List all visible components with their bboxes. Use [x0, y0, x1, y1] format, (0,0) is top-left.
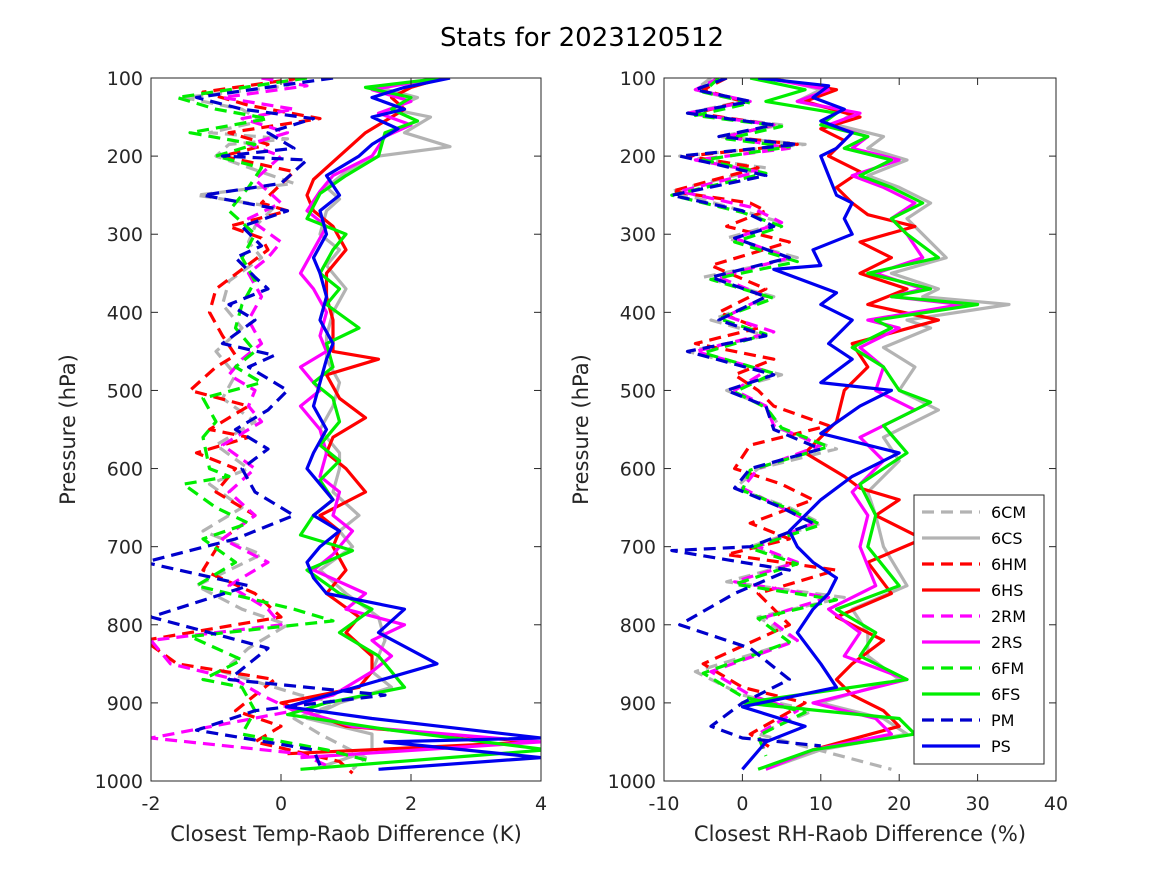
- rh-ylabel: Pressure (hPa): [569, 354, 593, 505]
- rh-xlabel: Closest RH-Raob Difference (%): [694, 822, 1026, 846]
- rh-ytick-label: 200: [620, 146, 656, 168]
- rh-ytick-label: 500: [620, 380, 656, 402]
- temp-series-pm: [151, 78, 387, 767]
- legend-label-2rs: 2RS: [991, 633, 1022, 652]
- legend-label-ps: PS: [991, 737, 1011, 756]
- rh-ytick-label: 100: [620, 68, 656, 90]
- rh-series-6hm: [670, 78, 839, 752]
- legend-label-6cm: 6CM: [991, 503, 1026, 522]
- rh-ytick-label: 800: [620, 615, 656, 637]
- rh-series-lines: [670, 78, 1011, 771]
- rh-series-6cs: [765, 78, 1011, 771]
- temp-ytick-label: 700: [107, 537, 143, 559]
- rh-series-6fm: [670, 78, 839, 757]
- temp-xtick-label: 4: [535, 793, 547, 815]
- temp-series-lines: [151, 78, 541, 775]
- temp-axes-box: [150, 77, 542, 782]
- legend-label-6hs: 6HS: [991, 581, 1023, 600]
- legend: 6CM 6CS 6HM 6HS 2RM 2RS 6FM 6FS PM PS: [913, 494, 1045, 765]
- legend-label-6hm: 6HM: [991, 555, 1027, 574]
- temp-series-6fs: [285, 78, 541, 771]
- temp-panel: -2 0 2 4 100 200 300 400 500 600 700 800 900 1000 Clos…: [56, 68, 547, 846]
- legend-label-6fs: 6FS: [991, 685, 1020, 704]
- rh-ytick-label: 600: [620, 459, 656, 481]
- legend-label-6fm: 6FM: [991, 659, 1024, 678]
- legend-label-6cs: 6CS: [991, 529, 1023, 548]
- temp-series-6cs: [305, 78, 452, 771]
- legend-box: [913, 494, 1045, 765]
- rh-series-2rm: [678, 78, 831, 755]
- temp-xtick-label: 2: [405, 793, 417, 815]
- temp-xtick-label: 0: [275, 793, 287, 815]
- chart-title: Stats for 2023120512: [440, 23, 724, 53]
- temp-ytick-label: 500: [107, 380, 143, 402]
- temp-xtick-label: -2: [142, 793, 161, 815]
- rh-series-6cm: [670, 78, 892, 771]
- temp-series-2rm: [151, 78, 328, 767]
- rh-ytick-label: 900: [620, 693, 656, 715]
- temp-ytick-label: 800: [107, 615, 143, 637]
- rh-series-2rs: [765, 78, 964, 771]
- rh-ytick-label: 400: [620, 302, 656, 324]
- temp-ytick-label: 200: [107, 146, 143, 168]
- temp-ytick-label: 600: [107, 459, 143, 481]
- temp-ytick-label: 100: [107, 68, 143, 90]
- rh-xtick-label: 30: [966, 793, 990, 815]
- temp-ytick-label: 1000: [95, 771, 143, 793]
- rh-axes-box: [663, 77, 1057, 782]
- rh-xtick-label: 20: [887, 793, 911, 815]
- temp-series-6hm: [151, 78, 354, 775]
- temp-series-ps: [285, 78, 541, 771]
- rh-xtick-label: 10: [809, 793, 833, 815]
- rh-series-ps: [740, 78, 901, 771]
- legend-label-pm: PM: [991, 711, 1014, 730]
- rh-series-pm: [670, 78, 823, 748]
- temp-ytick-label: 300: [107, 224, 143, 246]
- rh-ytick-label: 700: [620, 537, 656, 559]
- temp-ytick-label: 900: [107, 693, 143, 715]
- temp-xlabel: Closest Temp-Raob Difference (K): [170, 822, 522, 846]
- rh-ytick-label: 300: [620, 224, 656, 246]
- temp-series-6fm: [175, 78, 373, 764]
- legend-label-2rm: 2RM: [991, 607, 1026, 626]
- rh-ytick-label: 1000: [608, 771, 656, 793]
- rh-xtick-label: -10: [648, 793, 679, 815]
- temp-series-2rs: [285, 78, 541, 760]
- rh-xtick-label: 0: [736, 793, 748, 815]
- temp-ytick-label: 400: [107, 302, 143, 324]
- temp-ylabel: Pressure (hPa): [56, 354, 80, 505]
- rh-xtick-label: 40: [1044, 793, 1068, 815]
- rh-series-6fs: [740, 78, 980, 771]
